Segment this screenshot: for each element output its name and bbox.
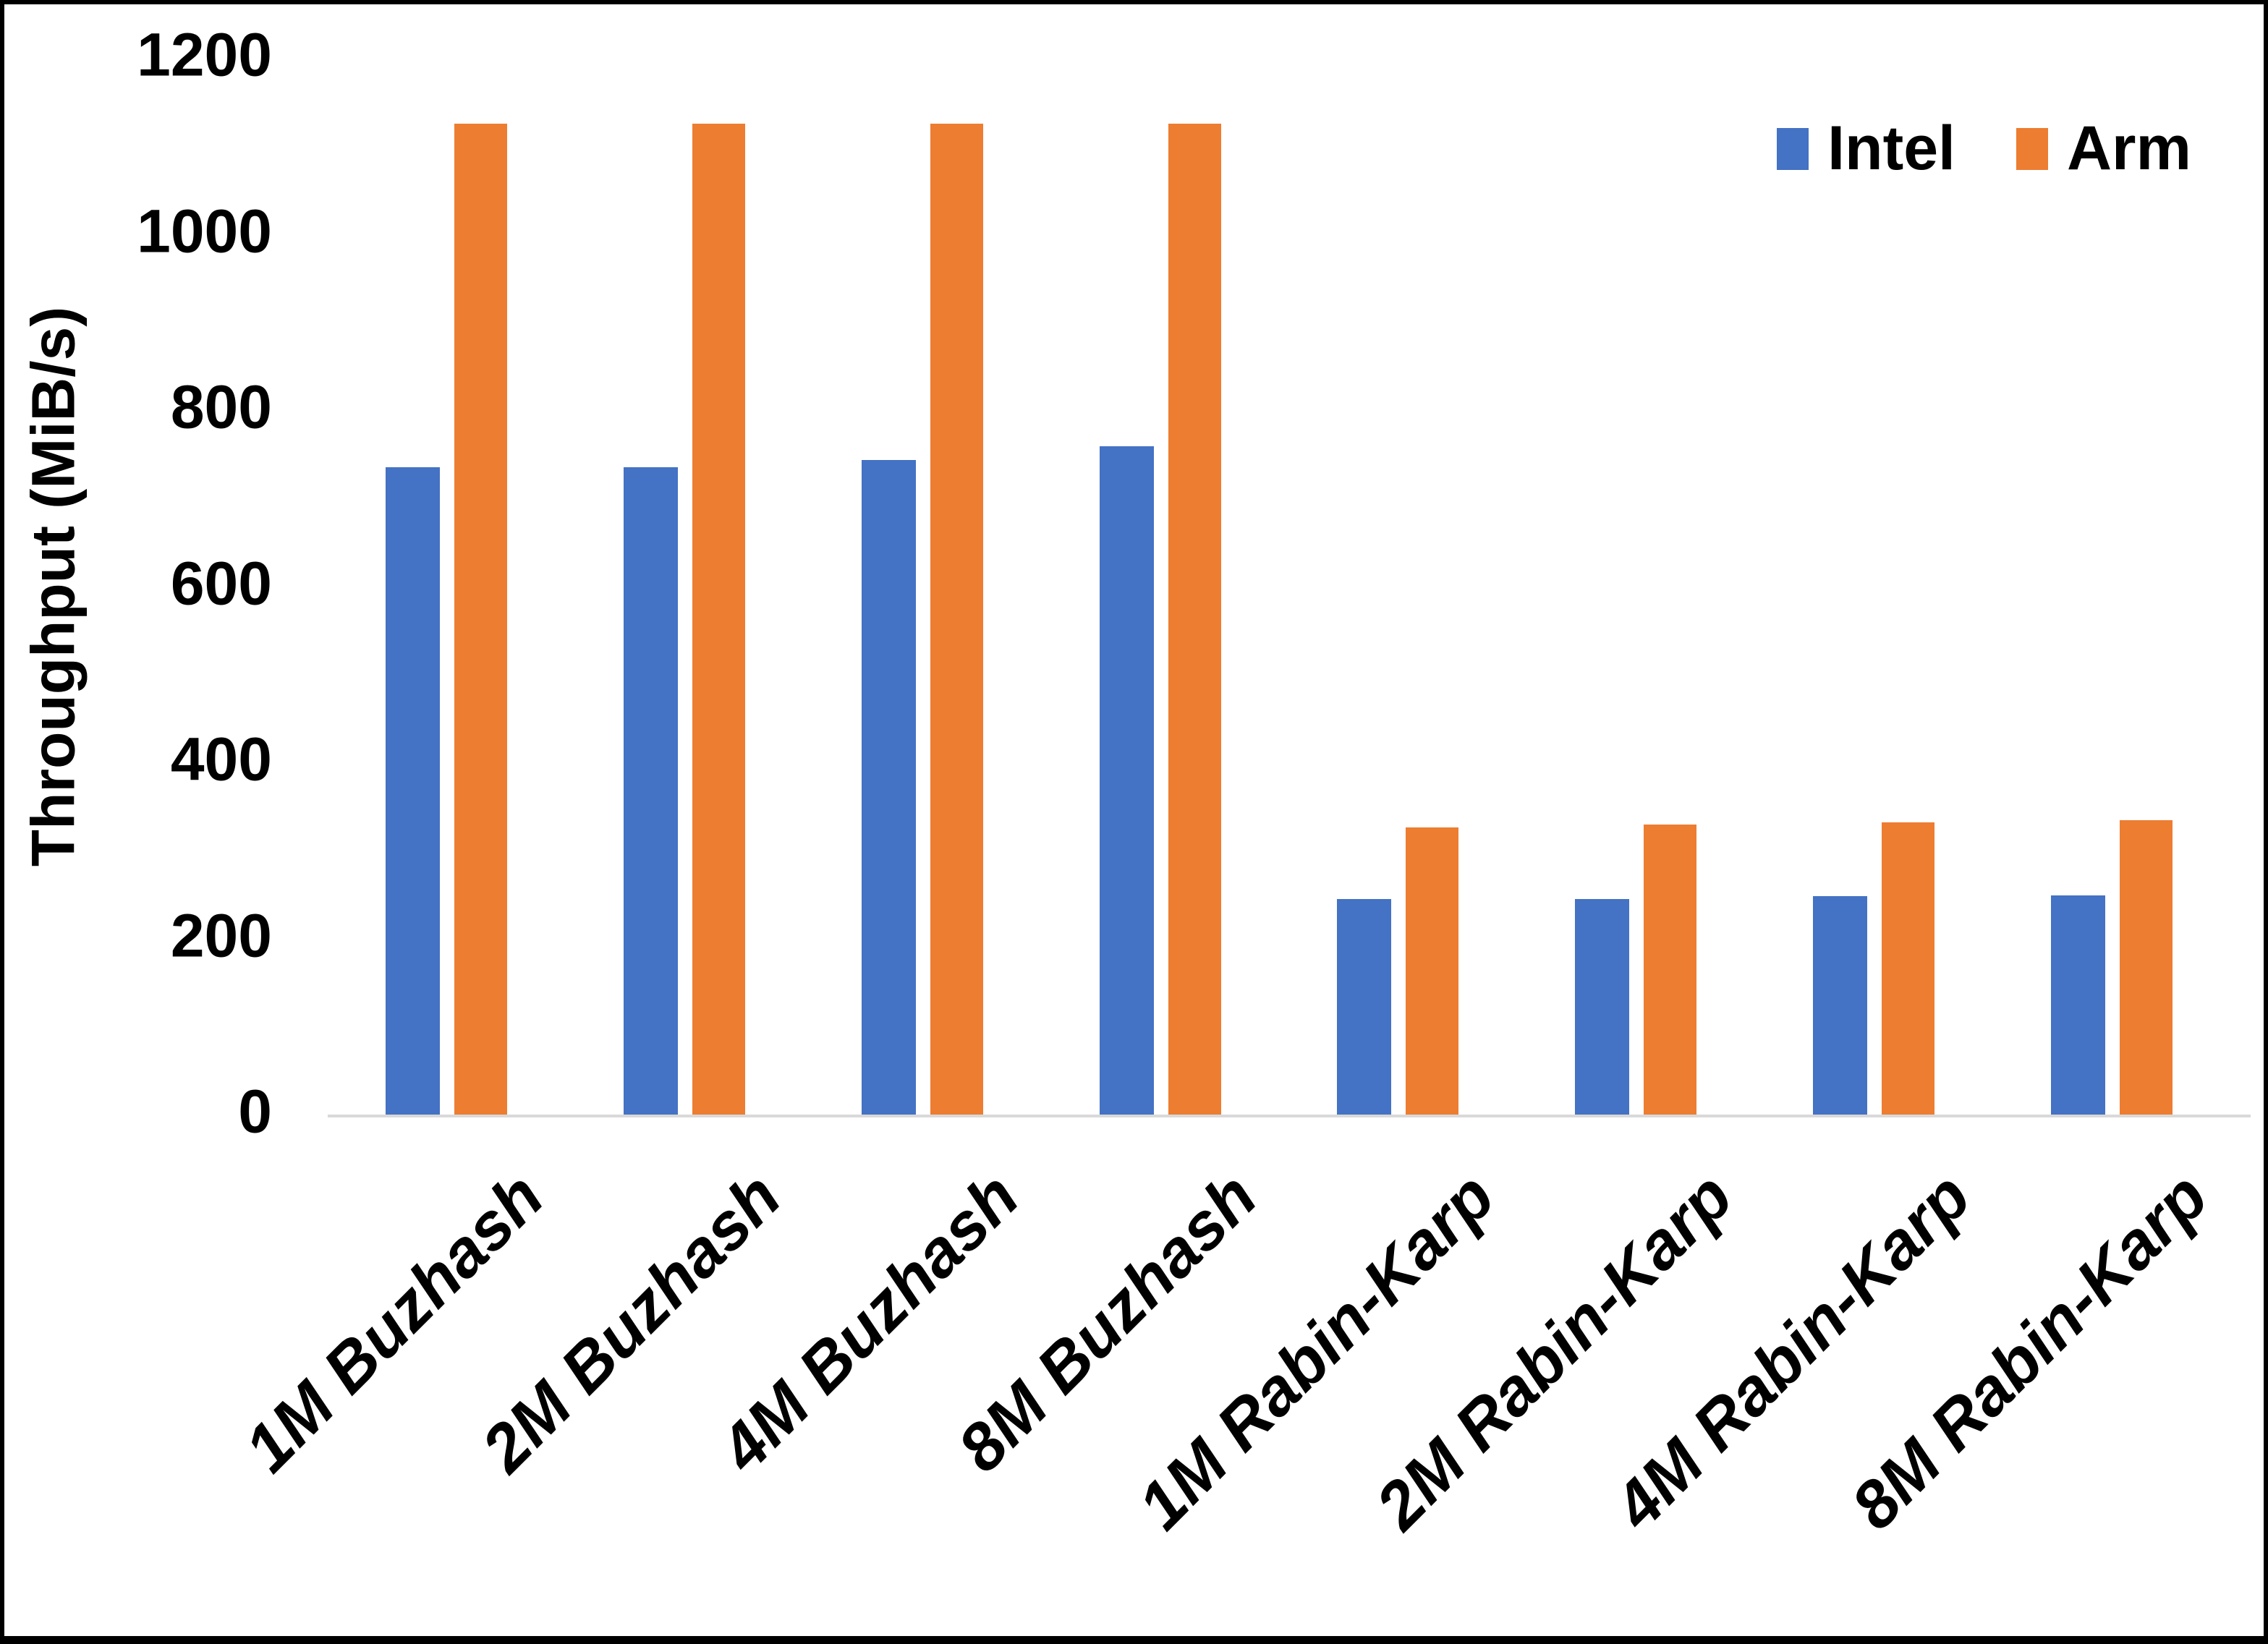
bar-arm-8m-rabin-karp <box>2120 820 2173 1115</box>
bar-arm-1m-buzhash <box>454 124 507 1115</box>
y-tick-label-0: 0 <box>238 1077 272 1146</box>
bar-arm-4m-rabin-karp <box>1882 822 1934 1115</box>
bar-intel-2m-buzhash <box>624 467 678 1115</box>
y-tick-label-1000: 1000 <box>137 197 272 265</box>
y-tick-label-200: 200 <box>170 901 272 970</box>
y-tick-label-600: 600 <box>170 549 272 618</box>
bar-intel-8m-buzhash <box>1100 446 1154 1115</box>
bar-intel-1m-buzhash <box>386 467 440 1115</box>
y-tick-label-1200: 1200 <box>137 20 272 89</box>
bar-intel-8m-rabin-karp <box>2051 895 2105 1115</box>
y-tick-label-400: 400 <box>170 725 272 793</box>
legend-label-intel: Intel <box>1827 114 1955 183</box>
legend-item-intel: Intel <box>1777 113 1955 184</box>
bar-arm-2m-rabin-karp <box>1644 825 1696 1115</box>
bar-intel-4m-buzhash <box>862 460 916 1115</box>
y-tick-label-800: 800 <box>170 372 272 441</box>
bar-arm-8m-buzhash <box>1168 124 1221 1115</box>
x-axis-line <box>328 1115 2251 1117</box>
bar-intel-2m-rabin-karp <box>1575 899 1629 1115</box>
legend: Intel Arm <box>1777 113 2191 184</box>
bar-arm-2m-buzhash <box>692 124 745 1115</box>
legend-label-arm: Arm <box>2066 114 2191 183</box>
legend-swatch-intel <box>1777 127 1809 170</box>
bar-intel-1m-rabin-karp <box>1337 899 1391 1115</box>
legend-swatch-arm <box>2016 127 2048 170</box>
legend-item-arm: Arm <box>2016 113 2191 184</box>
bar-arm-4m-buzhash <box>930 124 983 1115</box>
bar-arm-1m-rabin-karp <box>1406 827 1458 1115</box>
bar-intel-4m-rabin-karp <box>1813 896 1867 1115</box>
